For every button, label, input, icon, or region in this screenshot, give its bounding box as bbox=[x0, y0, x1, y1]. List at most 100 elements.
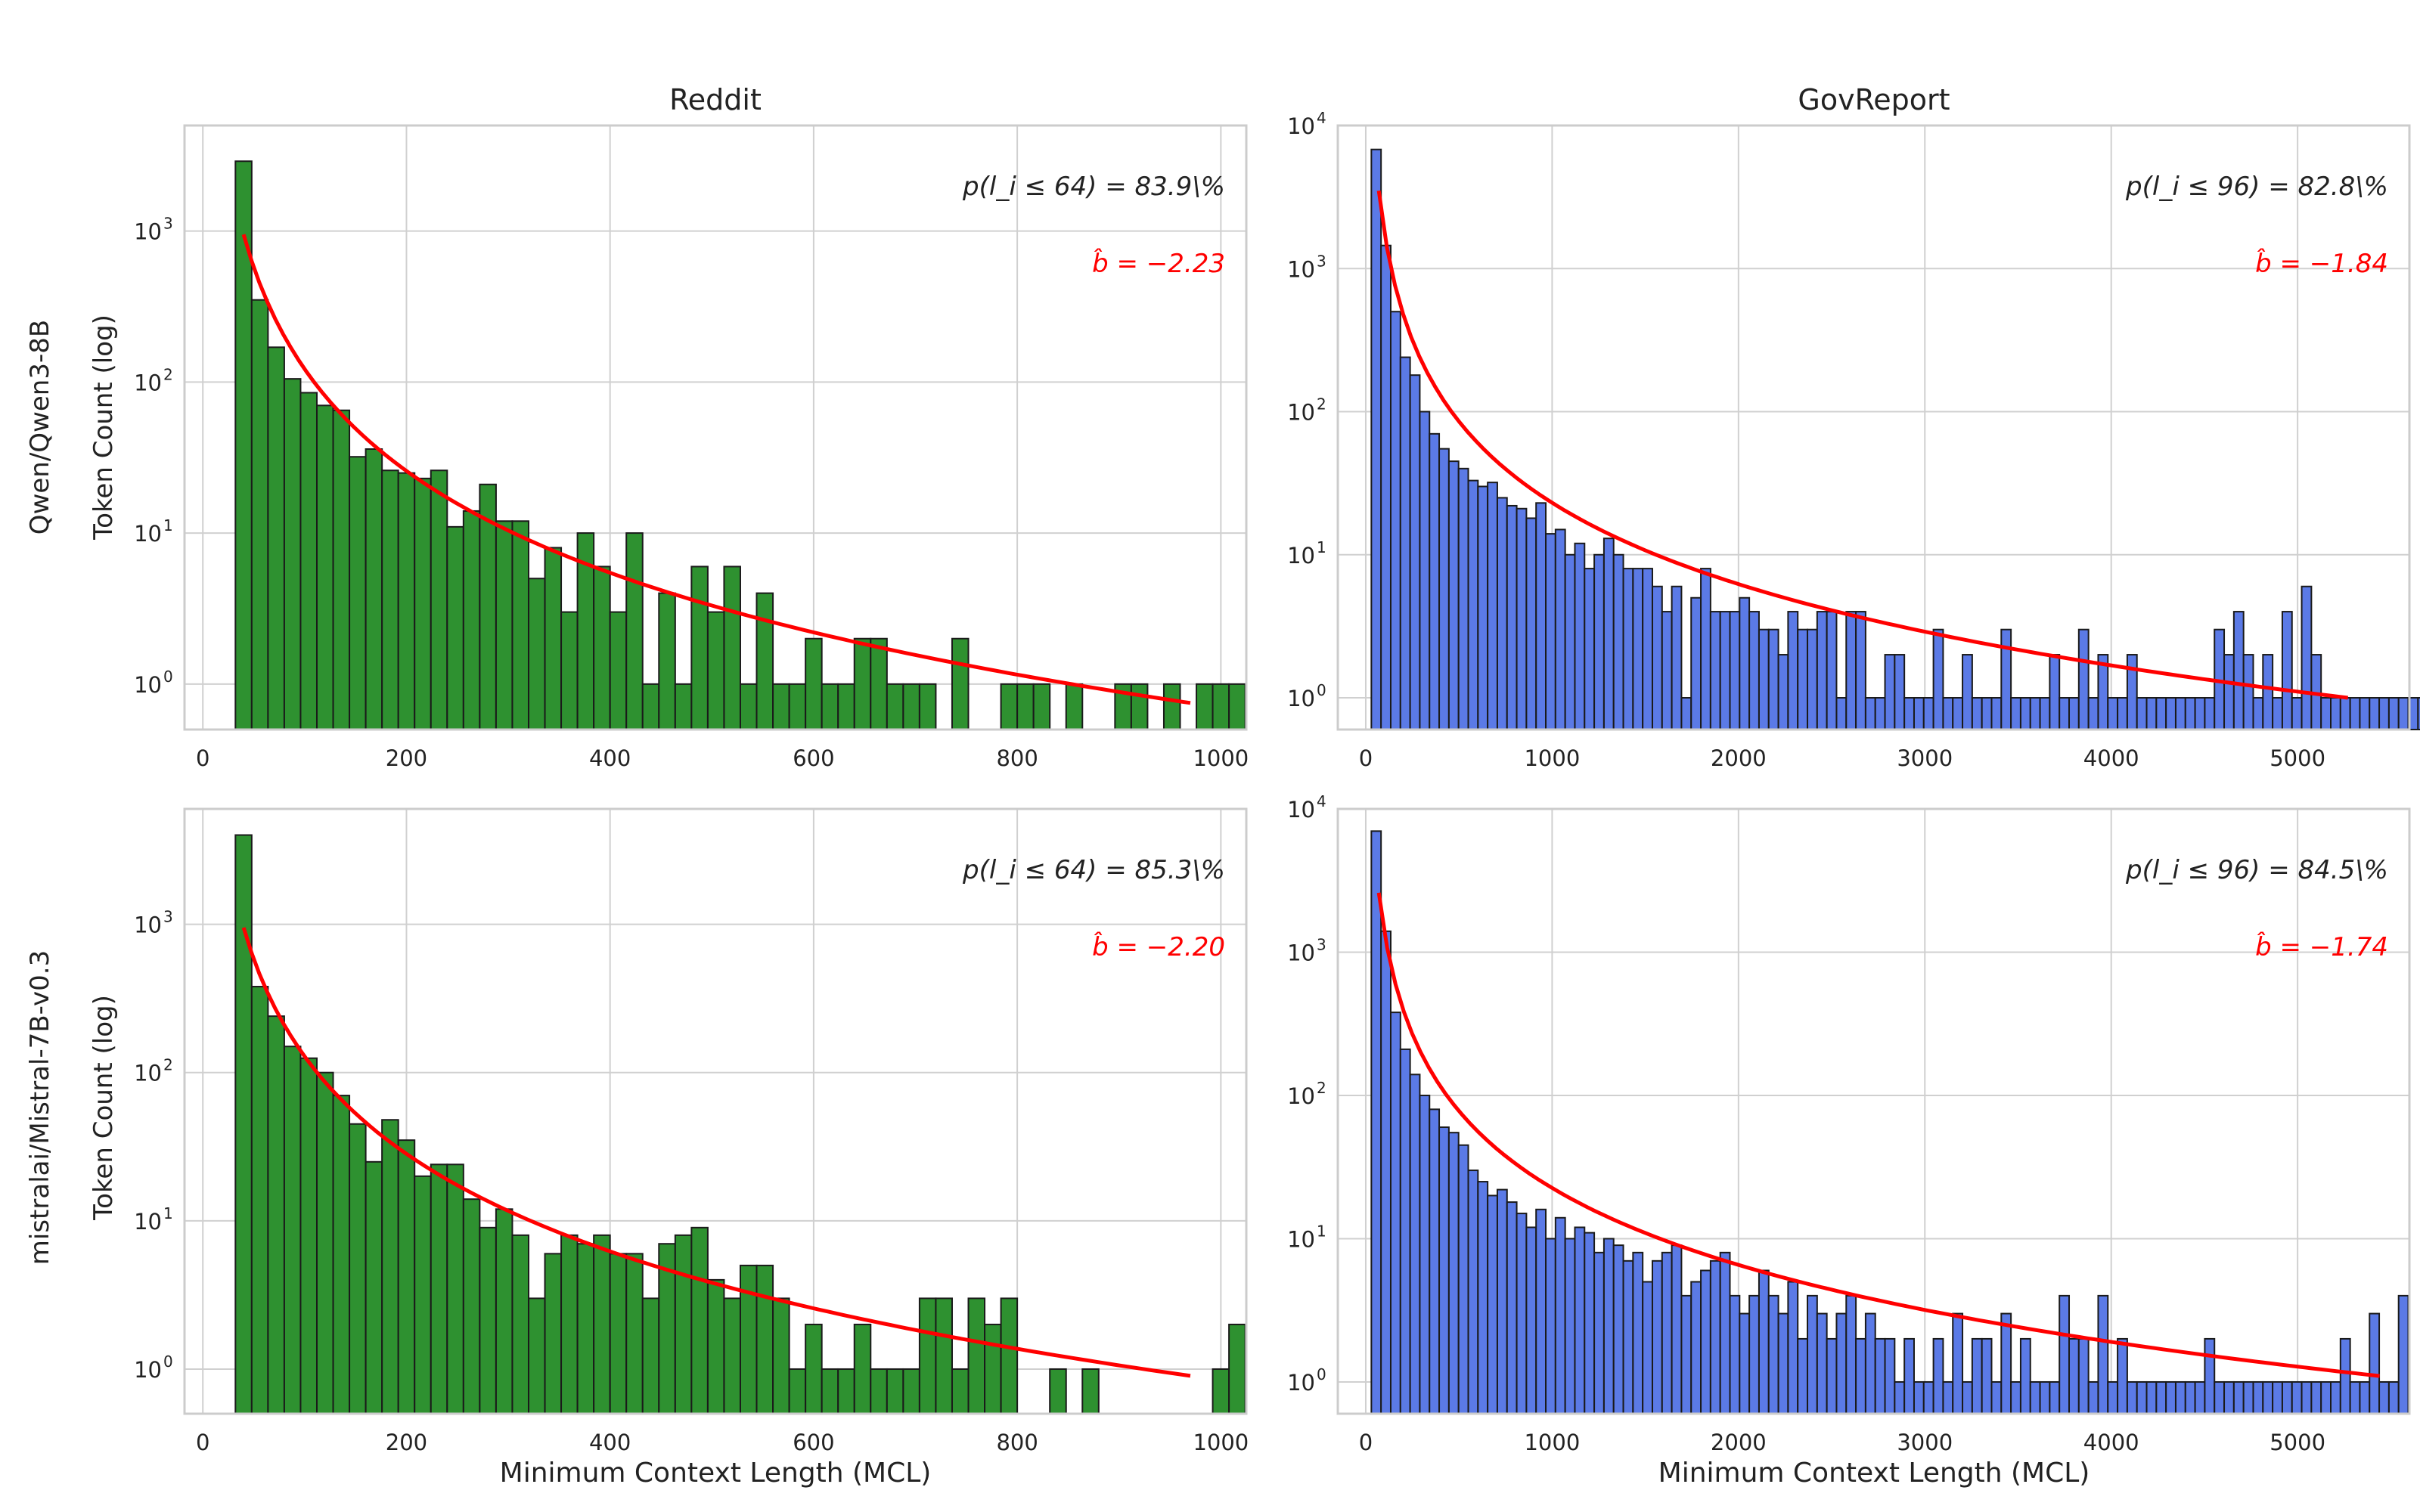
histogram-bar bbox=[462, 510, 481, 730]
histogram-bar bbox=[1525, 517, 1537, 730]
histogram-bar bbox=[2097, 1294, 2109, 1415]
histogram-bar bbox=[2029, 697, 2041, 731]
histogram-bar bbox=[1767, 628, 1779, 730]
histogram-bar bbox=[1457, 1144, 1469, 1415]
histogram-bar bbox=[1399, 1048, 1411, 1415]
histogram-bar bbox=[1971, 697, 1983, 731]
histogram-bar bbox=[1525, 1226, 1537, 1415]
histogram-bar bbox=[772, 1297, 790, 1415]
histogram-bar bbox=[1748, 1294, 1760, 1415]
histogram-bar bbox=[886, 683, 904, 731]
histogram-bar bbox=[1807, 1294, 1818, 1415]
histogram-bar bbox=[1602, 1238, 1615, 1414]
histogram-bar bbox=[1729, 1294, 1741, 1415]
y-tick-exponent: 1 bbox=[163, 516, 173, 534]
x-tick-label: 2000 bbox=[1711, 1430, 1767, 1455]
histogram-bar bbox=[1864, 1312, 1876, 1415]
histogram-bar bbox=[2000, 628, 2012, 730]
histogram-bar bbox=[1602, 538, 1615, 730]
histogram-bar bbox=[1709, 1259, 1721, 1414]
x-tick-label: 1000 bbox=[1524, 745, 1580, 771]
histogram-bar bbox=[1477, 485, 1489, 731]
histogram-bar bbox=[2330, 697, 2341, 731]
histogram-bar bbox=[1487, 482, 1498, 730]
histogram-bar bbox=[430, 469, 448, 730]
histogram-bar bbox=[1162, 683, 1181, 731]
histogram-bar bbox=[1807, 628, 1818, 730]
histogram-bar bbox=[674, 1234, 693, 1415]
histogram-bar bbox=[1516, 1213, 1528, 1415]
y-tick-label: 10 bbox=[1287, 113, 1315, 139]
histogram-bar bbox=[2039, 697, 2051, 731]
exponent-annotation: b̂ = −1.84 bbox=[2255, 248, 2388, 279]
y-tick-exponent: 1 bbox=[1317, 1222, 1326, 1240]
histogram-bar bbox=[1777, 654, 1789, 731]
histogram-bar bbox=[479, 1226, 497, 1414]
histogram-bar bbox=[1447, 460, 1460, 730]
histogram-bar bbox=[1447, 1132, 1460, 1414]
y-tick-label: 10 bbox=[134, 1061, 162, 1086]
histogram-bar bbox=[690, 1226, 709, 1414]
histogram-bar bbox=[2077, 1337, 2090, 1414]
y-tick-exponent: 2 bbox=[1317, 395, 1326, 414]
histogram-bar bbox=[2136, 1380, 2148, 1415]
histogram-bar bbox=[2291, 697, 2303, 731]
histogram-bar bbox=[1467, 1170, 1479, 1414]
xlabel-right: Minimum Context Length (MCL) bbox=[1658, 1458, 2090, 1489]
histogram-bar bbox=[332, 1095, 351, 1414]
histogram-bar bbox=[2039, 1380, 2051, 1415]
histogram-bar bbox=[365, 1160, 383, 1414]
exponent-annotation: b̂ = −1.74 bbox=[2255, 931, 2388, 962]
y-tick-exponent: 4 bbox=[1317, 792, 1326, 810]
x-tick-label: 3000 bbox=[1897, 1430, 1953, 1455]
histogram-bar bbox=[1690, 596, 1702, 730]
histogram-bar bbox=[2155, 1380, 2167, 1415]
histogram-bar bbox=[2136, 697, 2148, 731]
histogram-bar bbox=[299, 392, 318, 730]
histogram-bar bbox=[2320, 1380, 2332, 1415]
histogram-bar bbox=[1487, 1194, 1498, 1415]
histogram-bar bbox=[1864, 697, 1876, 731]
histogram-bar bbox=[2145, 1380, 2158, 1415]
histogram-bar bbox=[2310, 1380, 2322, 1415]
histogram-bar bbox=[2262, 654, 2274, 731]
y-tick-exponent: 3 bbox=[1317, 935, 1326, 953]
histogram-bar bbox=[2010, 1380, 2021, 1415]
histogram-bar bbox=[1632, 568, 1644, 730]
histogram-bar bbox=[1429, 1108, 1441, 1414]
histogram-bar bbox=[1787, 611, 1799, 730]
histogram-bar bbox=[609, 1253, 628, 1415]
histogram-bar bbox=[1709, 611, 1721, 730]
histogram-bar bbox=[2301, 1380, 2313, 1415]
histogram-bar bbox=[446, 1163, 464, 1414]
histogram-bar bbox=[1758, 628, 1770, 730]
histogram-bar bbox=[527, 578, 546, 730]
histogram-bar bbox=[1855, 1337, 1866, 1414]
y-tick-label: 10 bbox=[1287, 1370, 1315, 1396]
histogram-bar bbox=[2223, 1380, 2235, 1415]
histogram-bar bbox=[2019, 697, 2031, 731]
histogram-bar bbox=[1952, 697, 1964, 731]
histogram-bar bbox=[2126, 654, 2138, 731]
histogram-bar bbox=[511, 520, 529, 730]
histogram-bar bbox=[1506, 1201, 1518, 1414]
histogram-bar bbox=[674, 683, 693, 731]
histogram-bar bbox=[1642, 568, 1653, 730]
histogram-bar bbox=[1922, 697, 1934, 731]
histogram-bar bbox=[1981, 697, 1993, 731]
histogram-bar bbox=[2145, 697, 2158, 731]
histogram-bar bbox=[1816, 1312, 1828, 1415]
histogram-bar bbox=[1855, 611, 1866, 730]
histogram-bar bbox=[1535, 502, 1547, 730]
histogram-bar bbox=[2077, 628, 2090, 730]
y-tick-label: 10 bbox=[134, 1209, 162, 1235]
histogram-bar bbox=[544, 547, 563, 731]
histogram-bar bbox=[853, 1323, 872, 1414]
histogram-bar bbox=[2378, 1380, 2390, 1415]
histogram-bar bbox=[1399, 356, 1411, 730]
histogram-bar bbox=[1584, 568, 1596, 730]
histogram-bar bbox=[2165, 697, 2176, 731]
histogram-bar bbox=[706, 1278, 725, 1414]
x-tick-label: 1000 bbox=[1193, 1430, 1249, 1455]
